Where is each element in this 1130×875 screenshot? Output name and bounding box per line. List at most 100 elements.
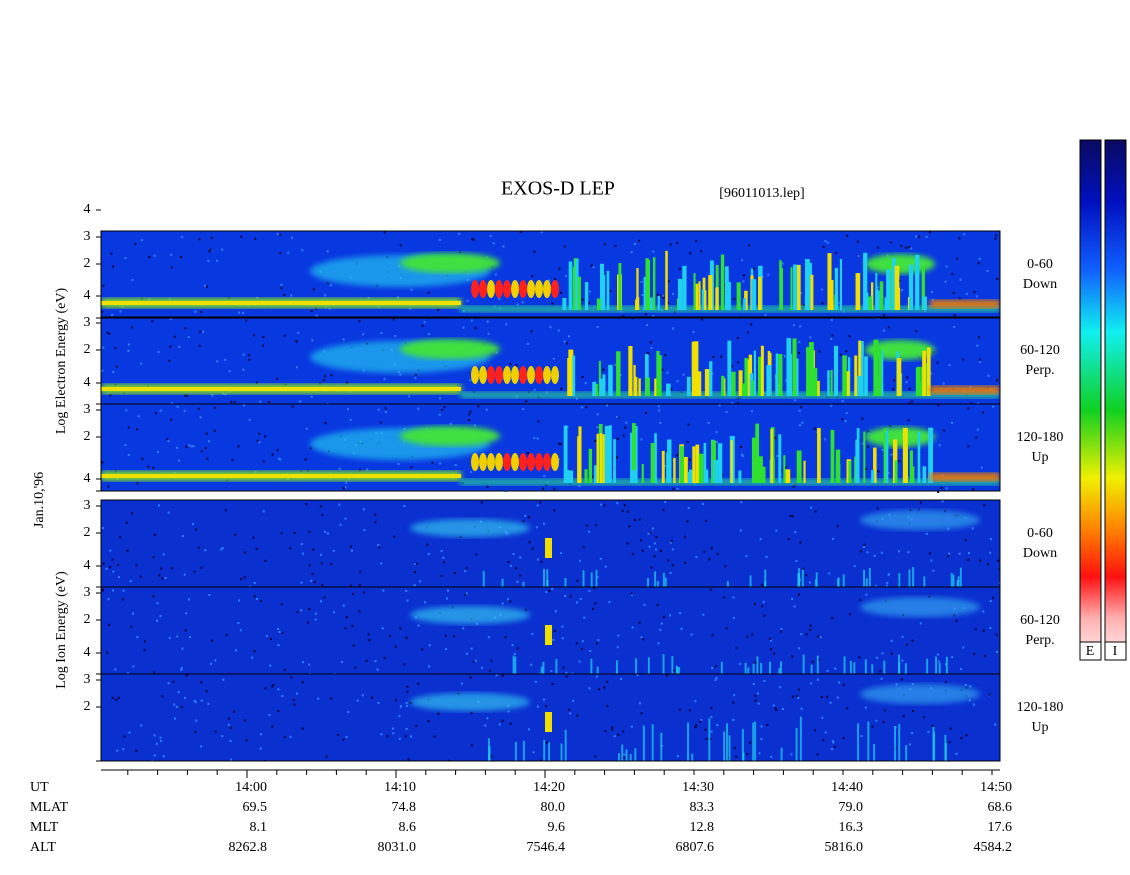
speckle <box>824 438 827 441</box>
streak <box>810 664 813 674</box>
speckle <box>305 427 308 430</box>
speckle <box>669 572 672 575</box>
speckle <box>579 559 582 562</box>
speckle <box>562 666 565 669</box>
speckle <box>953 325 956 328</box>
speckle <box>657 405 660 408</box>
speckle <box>403 663 406 666</box>
speckle <box>108 332 111 335</box>
speckle <box>330 374 333 377</box>
speckle <box>405 702 408 705</box>
speckle <box>951 272 954 275</box>
speckle <box>648 545 651 548</box>
speckle <box>384 411 387 414</box>
speckle <box>830 404 833 407</box>
speckle <box>469 410 472 413</box>
speckle <box>262 460 265 463</box>
speckle <box>731 365 734 368</box>
speckle <box>923 716 926 719</box>
speckle <box>140 239 143 242</box>
speckle <box>498 723 501 726</box>
speckle <box>269 664 272 667</box>
speckle <box>279 252 282 255</box>
streak <box>693 273 696 310</box>
streak <box>634 748 637 761</box>
streak <box>572 355 576 396</box>
speckle <box>255 547 258 550</box>
speckle <box>694 700 697 703</box>
speckle <box>779 686 782 689</box>
streak <box>482 570 485 587</box>
speckle <box>498 298 501 301</box>
speckle <box>915 329 918 332</box>
row-name: MLT <box>30 820 59 835</box>
speckle <box>300 581 303 584</box>
speckle <box>965 734 968 737</box>
speckle <box>409 307 412 310</box>
speckle <box>799 325 802 328</box>
cloud <box>410 606 530 624</box>
speckle <box>799 406 802 409</box>
speckle <box>139 575 142 578</box>
speckle <box>983 654 986 657</box>
speckle <box>258 432 261 435</box>
streak <box>613 439 616 483</box>
speckle <box>507 598 510 601</box>
speckle <box>454 464 457 467</box>
speckle <box>598 688 601 691</box>
speckle <box>817 635 820 638</box>
speckle <box>799 541 802 544</box>
speckle <box>345 616 348 619</box>
blob <box>527 366 535 384</box>
speckle <box>234 649 237 652</box>
speckle <box>545 591 548 594</box>
streak <box>590 658 593 674</box>
speckle <box>359 570 362 573</box>
color-bar-label: E <box>1086 644 1095 659</box>
speckle <box>955 257 958 260</box>
speckle <box>505 323 508 326</box>
speckle <box>979 358 982 361</box>
speckle <box>345 481 348 484</box>
streak <box>755 423 760 483</box>
speckle <box>380 733 383 736</box>
speckle <box>705 519 708 522</box>
speckle <box>151 320 154 323</box>
speckle <box>464 593 467 596</box>
speckle <box>175 705 178 708</box>
speckle <box>540 231 543 234</box>
speckle <box>204 549 207 552</box>
speckle <box>377 701 380 704</box>
streak <box>661 450 665 483</box>
speckle <box>710 730 713 733</box>
speckle <box>822 245 825 248</box>
speckle <box>623 504 626 507</box>
streak <box>873 447 877 483</box>
speckle <box>392 318 395 321</box>
speckle <box>291 236 294 239</box>
speckle <box>358 610 361 613</box>
speckle <box>173 703 176 706</box>
speckle <box>240 235 243 238</box>
speckle <box>973 291 976 294</box>
speckle <box>267 400 270 403</box>
blob <box>479 366 487 384</box>
speckle <box>863 543 866 546</box>
speckle <box>940 486 943 489</box>
speckle <box>283 736 286 739</box>
speckle <box>386 735 389 738</box>
speckle <box>112 371 115 374</box>
speckle <box>319 553 322 556</box>
speckle <box>763 614 766 617</box>
speckle <box>124 256 127 259</box>
speckle <box>906 643 909 646</box>
speckle <box>989 538 992 541</box>
speckle <box>714 679 717 682</box>
speckle <box>301 552 304 555</box>
streak <box>834 267 838 310</box>
speckle <box>377 408 380 411</box>
speckle <box>560 291 563 294</box>
speckle <box>641 549 644 552</box>
speckle <box>751 410 754 413</box>
speckle <box>321 584 324 587</box>
